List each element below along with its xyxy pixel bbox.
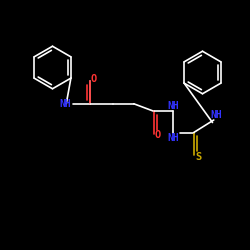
- Text: O: O: [91, 74, 97, 84]
- Text: NH: NH: [59, 99, 71, 109]
- Text: NH: NH: [210, 110, 222, 120]
- Text: S: S: [195, 152, 202, 162]
- Text: NH: NH: [168, 133, 179, 143]
- Text: O: O: [154, 130, 161, 140]
- Text: NH: NH: [168, 101, 179, 111]
